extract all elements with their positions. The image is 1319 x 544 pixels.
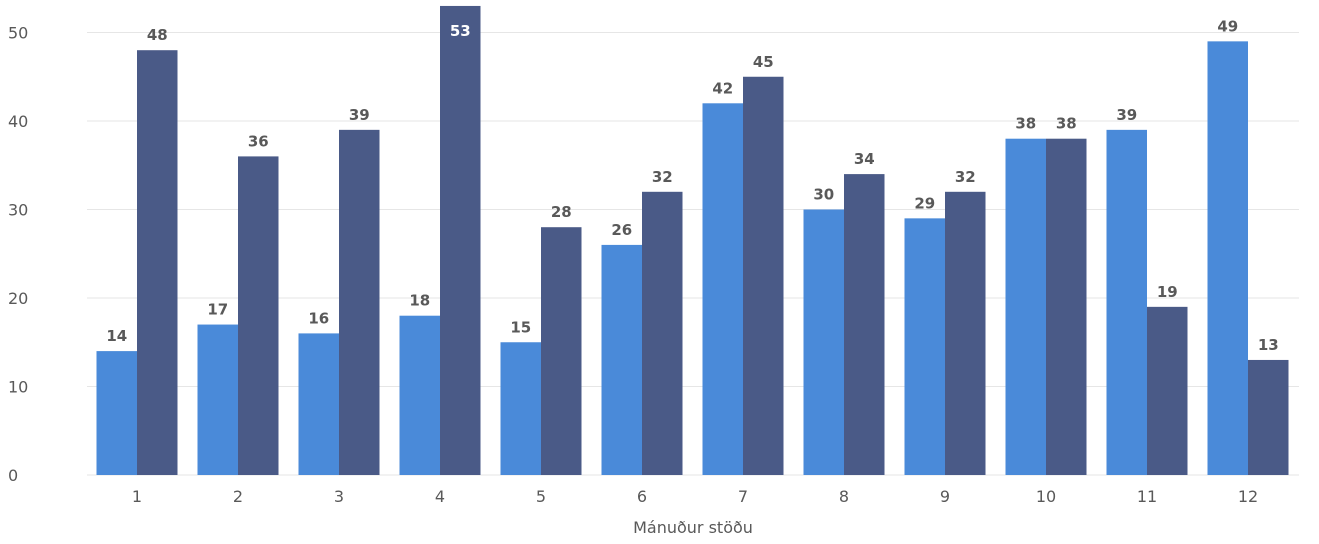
data-label: 14 xyxy=(106,327,127,345)
x-tick-label: 3 xyxy=(334,487,344,506)
data-label: 32 xyxy=(955,168,976,186)
x-axis-ticks: 1 2 3 4 5 6 7 8 9 10 11 12 xyxy=(132,487,1258,506)
bar-series-1-cat-10 xyxy=(1005,138,1046,475)
x-tick-label: 4 xyxy=(435,487,445,506)
x-tick-label: 1 xyxy=(132,487,142,506)
data-label: 19 xyxy=(1157,283,1178,301)
bar-series-2-cat-8 xyxy=(844,174,885,475)
data-label: 28 xyxy=(551,203,572,221)
bar-series-2-cat-4 xyxy=(440,5,481,475)
x-tick-label: 9 xyxy=(940,487,950,506)
y-tick-label: 0 xyxy=(8,466,18,485)
x-tick-label: 6 xyxy=(637,487,647,506)
data-label: 15 xyxy=(510,318,531,336)
bar-series-2-cat-10 xyxy=(1046,138,1087,475)
data-label: 48 xyxy=(147,26,168,44)
bar-series-1-cat-5 xyxy=(500,342,541,475)
x-tick-label: 5 xyxy=(536,487,546,506)
y-tick-label: 50 xyxy=(8,24,28,43)
data-label: 38 xyxy=(1056,115,1077,133)
bar-series-2-cat-9 xyxy=(945,191,986,476)
bar-series-1-cat-4 xyxy=(399,315,440,475)
data-label: 13 xyxy=(1258,336,1279,354)
x-tick-label: 8 xyxy=(839,487,849,506)
bar-series-1-cat-1 xyxy=(96,351,137,475)
data-label: 30 xyxy=(813,186,834,204)
y-axis-ticks: 0 10 20 30 40 50 xyxy=(8,24,28,486)
y-tick-label: 20 xyxy=(8,289,28,308)
data-label: 45 xyxy=(753,53,774,71)
bar-series-1-cat-8 xyxy=(803,209,844,475)
data-label: 26 xyxy=(611,221,632,239)
data-label: 16 xyxy=(308,309,329,327)
data-labels: 14 48 17 36 16 39 18 53 15 28 26 32 42 45 30 34 29 32 38 38… xyxy=(106,17,1278,354)
data-label: 53 xyxy=(450,22,471,40)
bar-series-2-cat-2 xyxy=(238,156,279,475)
x-tick-label: 7 xyxy=(738,487,748,506)
data-label: 18 xyxy=(409,292,430,310)
data-label: 29 xyxy=(914,194,935,212)
bar-series-2-cat-1 xyxy=(137,50,178,475)
data-label: 42 xyxy=(712,79,733,97)
bar-series-1-cat-11 xyxy=(1106,129,1147,475)
bar-series-1-cat-12 xyxy=(1207,41,1248,475)
x-axis-title: Mánuður stöðu xyxy=(633,518,753,537)
data-label: 49 xyxy=(1217,17,1238,35)
bar-series-1-cat-9 xyxy=(904,218,945,475)
bar-series-2-cat-5 xyxy=(541,227,582,475)
x-tick-label: 2 xyxy=(233,487,243,506)
x-tick-label: 11 xyxy=(1137,487,1157,506)
bar-series-1-cat-7 xyxy=(702,103,743,476)
bars xyxy=(96,5,1289,476)
bar-series-1-cat-3 xyxy=(298,333,339,475)
bar-series-2-cat-3 xyxy=(339,129,380,475)
bar-series-2-cat-12 xyxy=(1248,359,1289,475)
gridlines xyxy=(87,32,1299,476)
data-label: 17 xyxy=(207,301,228,319)
bar-series-2-cat-7 xyxy=(743,76,784,475)
bar-series-1-cat-2 xyxy=(197,324,238,475)
data-label: 34 xyxy=(854,150,875,168)
bar-series-2-cat-6 xyxy=(642,191,683,476)
data-label: 39 xyxy=(1116,106,1137,124)
x-tick-label: 12 xyxy=(1238,487,1258,506)
y-tick-label: 40 xyxy=(8,112,28,131)
bar-series-1-cat-6 xyxy=(601,244,642,475)
y-tick-label: 30 xyxy=(8,201,28,220)
y-tick-label: 10 xyxy=(8,378,28,397)
data-label: 38 xyxy=(1015,115,1036,133)
data-label: 32 xyxy=(652,168,673,186)
bar-series-2-cat-11 xyxy=(1147,306,1188,475)
x-tick-label: 10 xyxy=(1036,487,1056,506)
data-label: 39 xyxy=(349,106,370,124)
data-label: 36 xyxy=(248,132,269,150)
